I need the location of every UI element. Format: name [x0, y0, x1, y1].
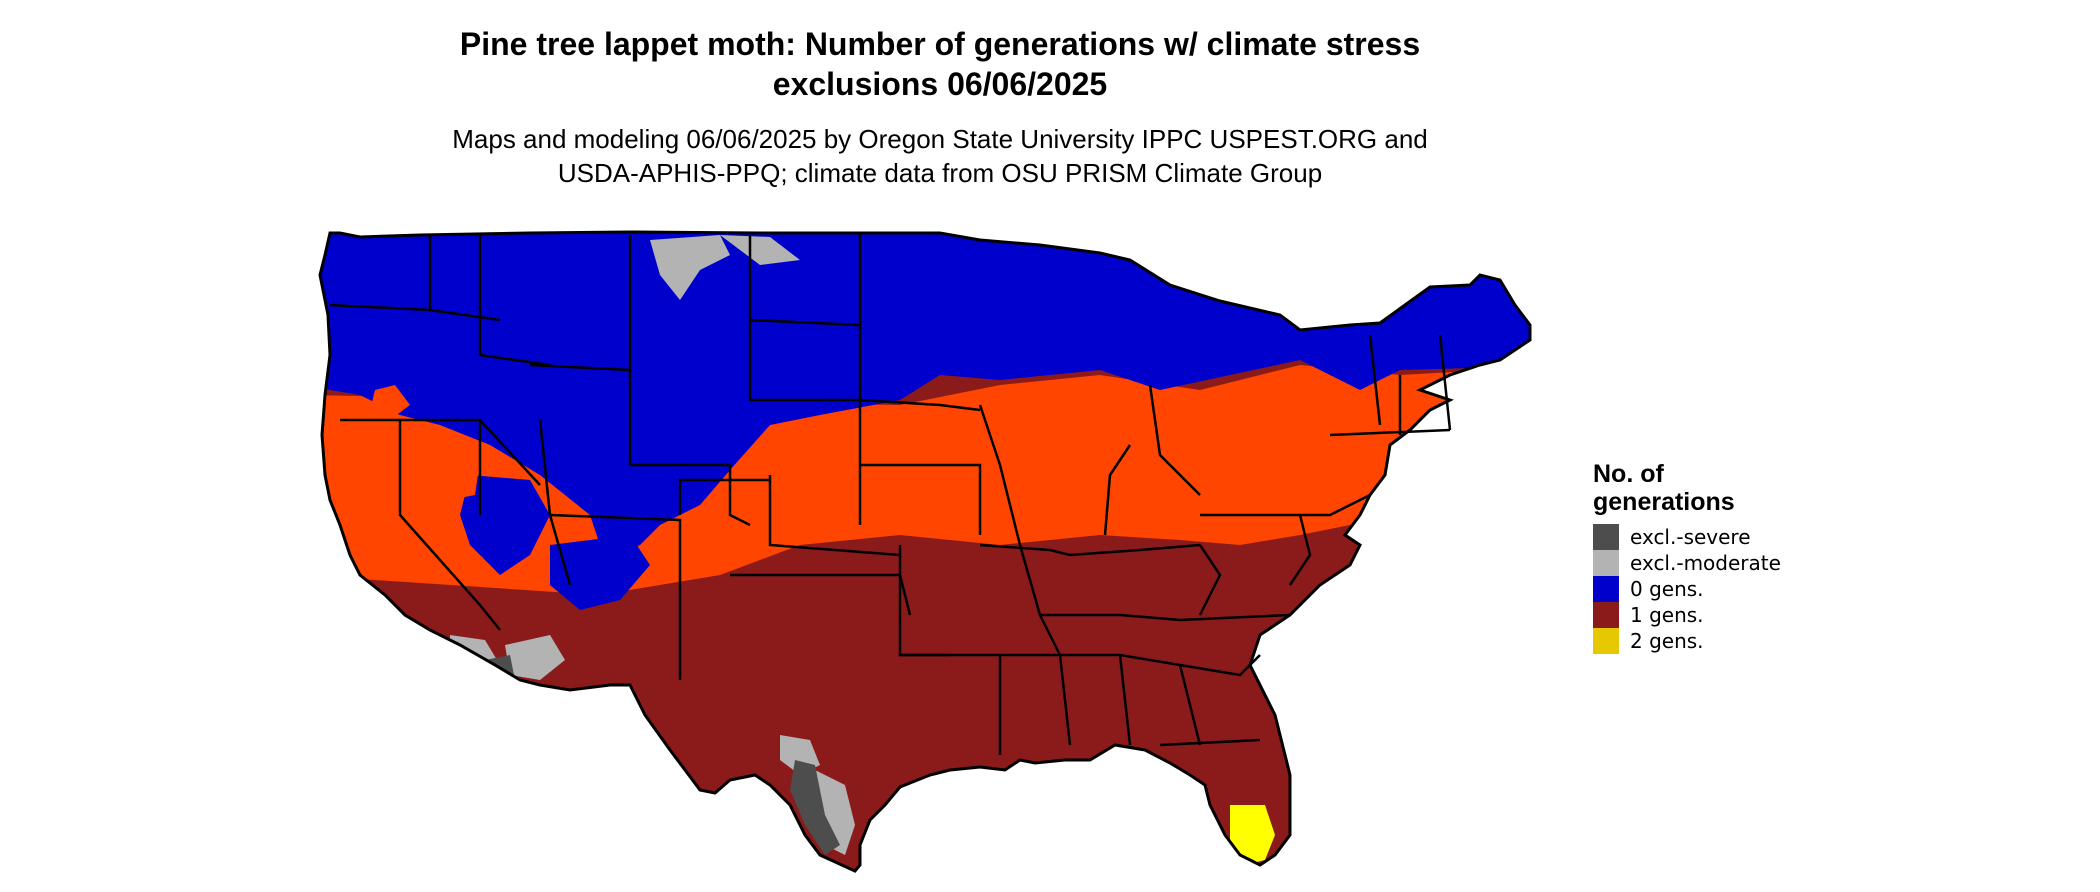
- legend-swatch: [1593, 524, 1619, 550]
- legend-label: 0 gens.: [1630, 577, 1704, 601]
- legend-swatch: [1593, 550, 1619, 576]
- map-title-line-1: Pine tree lappet moth: Number of generat…: [459, 26, 1421, 62]
- us-generations-map: [318, 230, 1532, 873]
- legend-item-2-gens: 2 gens.: [1593, 628, 1853, 654]
- legend-label: 1 gens.: [1630, 603, 1704, 627]
- map-subtitle-line-2: USDA-APHIS-PPQ; climate data from OSU PR…: [557, 158, 1323, 188]
- map-legend: No. of generations excl.-severe excl.-mo…: [1593, 460, 1853, 654]
- legend-swatch: [1593, 602, 1619, 628]
- legend-item-1-gens: 1 gens.: [1593, 602, 1853, 628]
- map-title-line-2: exclusions 06/06/2025: [772, 66, 1108, 102]
- legend-swatch: [1593, 628, 1619, 654]
- map-subtitle-line-1: Maps and modeling 06/06/2025 by Oregon S…: [452, 124, 1428, 154]
- state-borders: [329, 233, 1452, 755]
- legend-title-line-2: generations: [1593, 488, 1735, 516]
- legend-item-0-gens: 0 gens.: [1593, 576, 1853, 602]
- legend-item-excl-moderate: excl.-moderate: [1593, 550, 1853, 576]
- legend-items: excl.-severe excl.-moderate 0 gens. 1 ge…: [1593, 524, 1853, 654]
- legend-label: 2 gens.: [1630, 629, 1704, 653]
- legend-swatch: [1593, 576, 1619, 602]
- legend-label: excl.-moderate: [1630, 551, 1781, 575]
- legend-title-line-1: No. of: [1593, 460, 1664, 488]
- legend-item-excl-severe: excl.-severe: [1593, 524, 1853, 550]
- legend-label: excl.-severe: [1630, 525, 1751, 549]
